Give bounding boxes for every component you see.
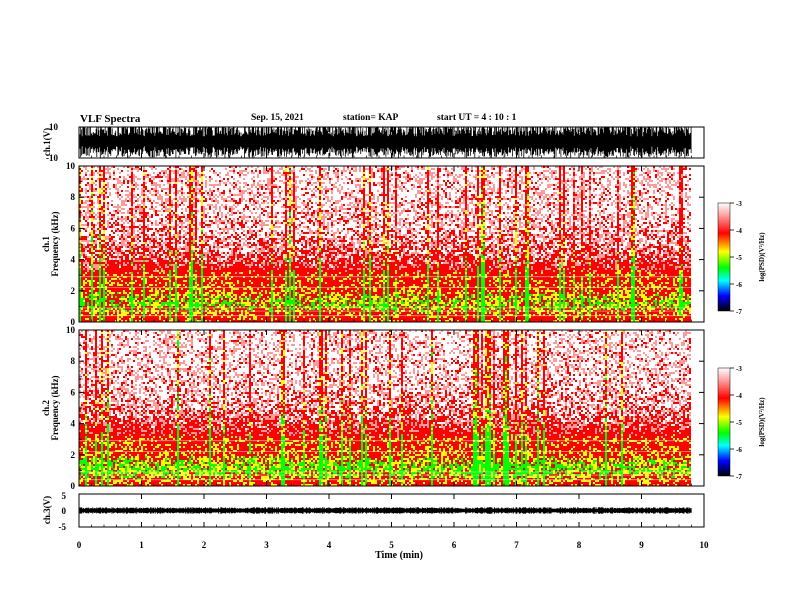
ch1-colorbar-tick-label-2: -5 (736, 254, 742, 262)
time-axis: 0 1 2 3 4 5 6 7 8 9 10 Time (min) (77, 127, 709, 561)
ch1-ytick-top: 10 (49, 122, 59, 132)
ch2-colorbar-label: log(PSD)(V²/Hz) (758, 397, 766, 447)
ch1-waveform-trace (79, 127, 692, 158)
ch1-frequency-ylabel: Frequency (kHz) (50, 211, 60, 276)
ch2-spectrogram-ytick-label-4: 8 (71, 356, 76, 366)
start-time-label: start UT = 4 : 10 : 1 (437, 113, 517, 123)
time-tick-label-6: 6 (452, 540, 457, 550)
station-label: station= KAP (343, 113, 399, 123)
ch1-spectrogram-ytick-label-0: 0 (71, 317, 76, 327)
ch2-colorbar: -3 -4 -5 -6 -7 log(PSD)(V²/Hz) (717, 365, 766, 481)
ch1-colorbar-tick-label-3: -6 (736, 281, 742, 289)
ch2-colorbar-tick-label-3: -6 (736, 446, 742, 454)
ch1-spectrogram-panel: 0 2 4 6 8 10 ch.1 Frequency (kHz) (41, 161, 705, 327)
time-tick-label-3: 3 (264, 540, 269, 550)
ch2-frequency-ylabel: Frequency (kHz) (50, 375, 60, 440)
ch2-label: ch.2 (41, 400, 51, 416)
ch1-spectrogram-ytick-label-5: 10 (66, 161, 76, 171)
ch3-waveform-trace (79, 507, 692, 514)
ch3-ytick-top: 5 (62, 491, 67, 501)
chart-title: VLF Spectra (80, 113, 141, 125)
ch1-colorbar-tick-label-1: -4 (736, 227, 742, 235)
ch2-spectrogram-intensity-layer-3 (79, 334, 691, 486)
ch2-spectrogram-cells (79, 330, 692, 486)
ch2-colorbar-tick-label-1: -4 (736, 392, 742, 400)
ch2-spectrogram-panel: 0 2 4 6 8 10 ch.2 Frequency (kHz) (41, 325, 705, 491)
ch1-colorbar-tick-label-0: -3 (736, 200, 742, 208)
ch2-colorbar-gradient (717, 367, 731, 477)
ch1-colorbar-gradient (717, 202, 731, 312)
ch2-spectrogram-ytick-label-2: 4 (71, 419, 76, 429)
ch2-spectrogram-ytick-label-0: 0 (71, 481, 76, 491)
ch2-spectrogram-intensity-layer-1 (79, 330, 691, 486)
time-tick-label-8: 8 (577, 540, 582, 550)
ch2-spectrogram-ytick-label-1: 2 (71, 450, 76, 460)
ch1-colorbar-ticks: -3 -4 -5 -6 -7 (730, 200, 742, 316)
ch2-colorbar-tick-label-4: -7 (736, 473, 742, 481)
ch1-spectrogram-ytick-label-1: 2 (71, 286, 76, 296)
ch1-waveform-ylabel: ch.1(V) (42, 128, 52, 156)
time-tick-label-5: 5 (389, 540, 394, 550)
time-tick-label-10: 10 (700, 540, 710, 550)
ch1-colorbar-label: log(PSD)(V²/Hz) (758, 232, 766, 282)
ch1-spectrogram-ytick-label-3: 6 (71, 223, 76, 233)
ch1-frequency-ticks: 0 2 4 6 8 10 (66, 161, 704, 327)
ch1-spectrogram-cells (79, 166, 692, 322)
time-tick-label-7: 7 (514, 540, 519, 550)
ch2-frequency-ticks: 0 2 4 6 8 10 (66, 325, 704, 491)
date-label: Sep. 15, 2021 (251, 113, 304, 123)
ch2-spectrogram-ytick-label-3: 6 (71, 387, 76, 397)
ch1-waveform-line (79, 127, 692, 158)
ch1-ytick-bottom: -10 (46, 153, 58, 163)
ch2-spectrogram-ytick-label-5: 10 (66, 325, 76, 335)
ch3-ytick-mid: 0 (62, 506, 67, 516)
time-tick-label-2: 2 (202, 540, 207, 550)
ch3-waveform-line (79, 507, 692, 514)
ch2-colorbar-ticks: -3 -4 -5 -6 -7 (730, 365, 742, 481)
ch1-spectrogram-ytick-label-2: 4 (71, 255, 76, 265)
time-axis-label: Time (min) (375, 550, 423, 561)
time-axis-ticks: 0 1 2 3 4 5 6 7 8 9 10 (77, 127, 709, 550)
time-tick-label-9: 9 (639, 540, 644, 550)
ch1-spectrogram-intensity-layer-3 (79, 166, 691, 322)
ch1-spectrogram-intensity-layer-2 (79, 166, 691, 322)
time-tick-label-1: 1 (139, 540, 144, 550)
ch3-waveform-ylabel: ch.3(V) (42, 496, 52, 524)
ch2-colorbar-tick-label-2: -5 (736, 419, 742, 427)
ch1-colorbar: -3 -4 -5 -6 -7 log(PSD)(V²/Hz) (717, 200, 766, 316)
ch3-ytick-bottom: -5 (59, 522, 67, 532)
ch1-spectrogram-intensity-layer-1 (81, 166, 691, 322)
ch2-colorbar-tick-label-0: -3 (736, 365, 742, 373)
ch1-colorbar-tick-label-4: -7 (736, 308, 742, 316)
ch1-label: ch.1 (41, 236, 51, 252)
ch1-spectrogram-ytick-label-4: 8 (71, 192, 76, 202)
ch2-spectrogram-intensity-layer-2 (79, 330, 691, 486)
time-tick-label-0: 0 (77, 540, 82, 550)
time-tick-label-4: 4 (327, 540, 332, 550)
